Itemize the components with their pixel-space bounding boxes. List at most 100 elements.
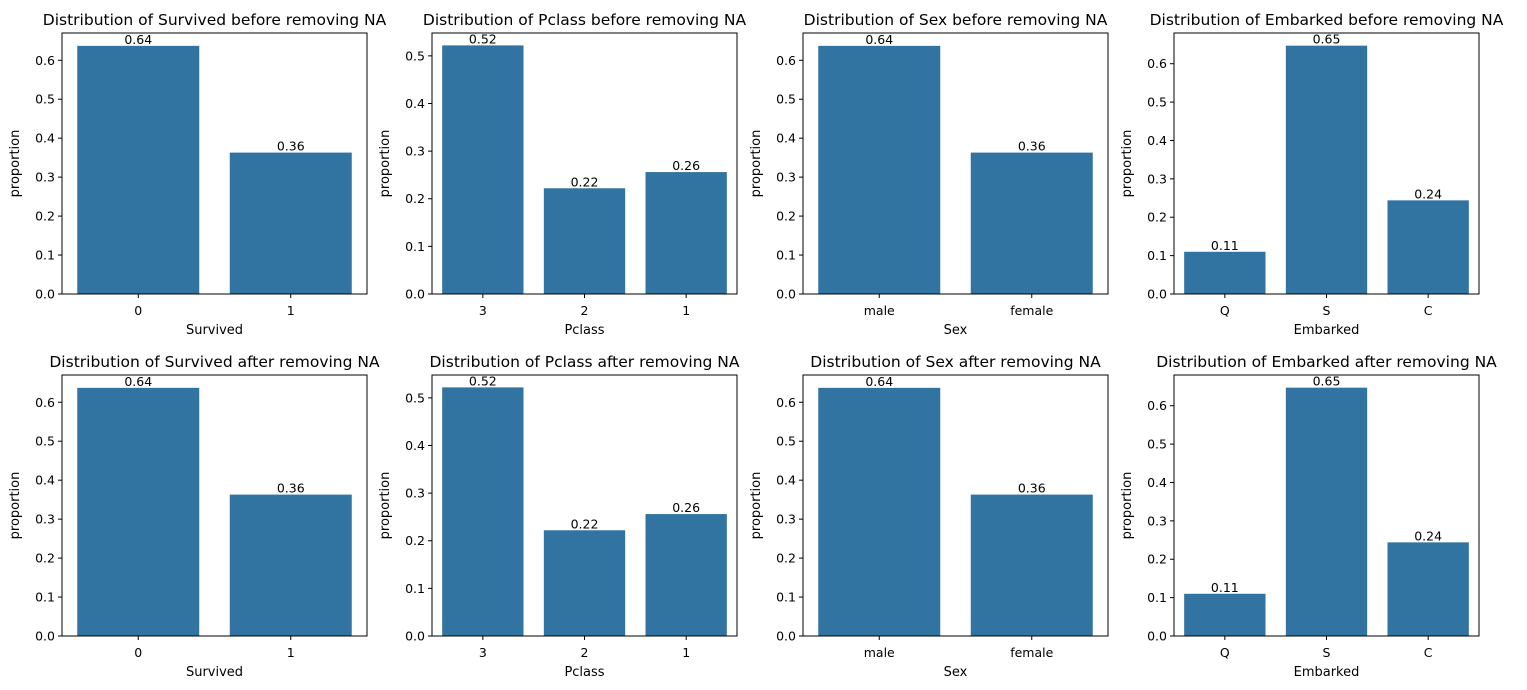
- x-tick-label: 0: [134, 303, 142, 318]
- bar-value-label: 0.36: [1018, 139, 1046, 154]
- bar-value-label: 0.64: [865, 32, 893, 47]
- bar-value-label: 0.64: [865, 374, 893, 389]
- chart-title: Distribution of Embarked before removing…: [1150, 11, 1504, 29]
- chart-title: Distribution of Pclass before removing N…: [423, 11, 747, 29]
- subplot-6: Distribution of Pclass after removing NA…: [378, 353, 740, 680]
- y-tick-label: 0.3: [776, 512, 796, 527]
- bar-value-label: 0.64: [124, 32, 152, 47]
- y-axis-label: proportion: [749, 130, 764, 198]
- subplot-1: Distribution of Survived before removing…: [8, 11, 387, 338]
- plot-frame: [802, 32, 1109, 295]
- subplot-5: Distribution of Survived after removing …: [8, 353, 380, 680]
- y-tick-label: 0.1: [35, 590, 55, 605]
- y-tick-label: 0.0: [35, 629, 55, 644]
- x-axis-label: Embarked: [1294, 665, 1360, 680]
- y-tick-label: 0.2: [35, 551, 55, 566]
- y-tick-label: 0.0: [776, 287, 796, 302]
- x-tick-label: male: [864, 645, 895, 660]
- bar-0: [77, 45, 200, 294]
- y-tick-label: 0.1: [776, 590, 796, 605]
- bar-value-label: 0.22: [571, 516, 599, 531]
- y-axis-label: proportion: [8, 472, 23, 540]
- x-axis-label: Pclass: [564, 323, 604, 338]
- plot-frame: [1173, 32, 1480, 295]
- y-tick-label: 0.6: [776, 395, 796, 410]
- y-tick-label: 0.5: [35, 92, 55, 107]
- y-tick-label: 0.0: [1147, 629, 1167, 644]
- chart-title: Distribution of Pclass after removing NA: [430, 353, 740, 371]
- y-tick-label: 0.1: [1147, 590, 1167, 605]
- y-tick-label: 0.0: [405, 287, 425, 302]
- y-tick-label: 0.3: [776, 170, 796, 185]
- plot-frame: [431, 374, 738, 637]
- y-tick-label: 0.2: [1147, 210, 1167, 225]
- x-tick-label: C: [1424, 303, 1433, 318]
- y-tick-label: 0.4: [776, 131, 796, 146]
- y-tick-label: 0.6: [1147, 398, 1167, 413]
- bar-value-label: 0.26: [672, 158, 700, 173]
- y-axis-label: proportion: [1120, 472, 1135, 540]
- x-tick-label: 3: [479, 303, 487, 318]
- y-axis-label: proportion: [749, 472, 764, 540]
- y-tick-label: 0.1: [405, 239, 425, 254]
- y-axis-label: proportion: [1120, 130, 1135, 198]
- y-tick-label: 0.1: [776, 248, 796, 263]
- y-tick-label: 0.4: [776, 473, 796, 488]
- bar-1: [645, 514, 727, 636]
- bar-value-label: 0.36: [1018, 481, 1046, 496]
- bar-S: [1285, 45, 1368, 295]
- y-tick-label: 0.3: [405, 144, 425, 159]
- bar-female: [970, 494, 1093, 636]
- subplot-3: Distribution of Sex before removing NA 0.…: [749, 11, 1109, 338]
- x-tick-label: male: [864, 303, 895, 318]
- y-tick-label: 0.0: [776, 629, 796, 644]
- y-tick-label: 0.2: [35, 209, 55, 224]
- plot-frame: [802, 374, 1109, 637]
- y-axis-label: proportion: [8, 130, 23, 198]
- bar-value-label: 0.24: [1414, 528, 1442, 543]
- bar-3: [442, 45, 524, 295]
- bar-value-label: 0.26: [672, 500, 700, 515]
- x-tick-label: 1: [682, 303, 690, 318]
- y-tick-label: 0.3: [405, 486, 425, 501]
- bar-2: [543, 188, 626, 294]
- bar-0: [77, 387, 200, 636]
- y-tick-label: 0.6: [35, 395, 55, 410]
- x-axis-label: Survived: [186, 665, 243, 680]
- x-tick-label: 2: [581, 645, 589, 660]
- y-tick-label: 0.1: [1147, 248, 1167, 263]
- bar-female: [970, 152, 1093, 294]
- y-tick-label: 0.0: [35, 287, 55, 302]
- x-axis-label: Sex: [944, 665, 968, 680]
- subplot-7: Distribution of Sex after removing NA 0.0…: [749, 353, 1109, 680]
- y-tick-label: 0.5: [1147, 95, 1167, 110]
- y-axis-label: proportion: [378, 472, 393, 540]
- plot-frame: [431, 32, 738, 295]
- x-tick-label: C: [1424, 645, 1433, 660]
- y-tick-label: 0.4: [405, 438, 425, 453]
- bar-value-label: 0.36: [277, 139, 305, 154]
- x-tick-label: 1: [682, 645, 690, 660]
- y-tick-label: 0.3: [35, 512, 55, 527]
- x-tick-label: 0: [134, 645, 142, 660]
- x-tick-label: 3: [479, 645, 487, 660]
- subplot-4: Distribution of Embarked before removing…: [1120, 11, 1504, 338]
- plot-frame: [61, 32, 368, 295]
- bar-2: [543, 530, 626, 636]
- bar-3: [442, 387, 524, 636]
- bar-Q: [1184, 593, 1266, 636]
- x-tick-label: S: [1323, 303, 1331, 318]
- chart-title: Distribution of Survived after removing …: [49, 353, 380, 371]
- bar-1: [229, 494, 352, 636]
- x-tick-label: 1: [287, 303, 295, 318]
- y-tick-label: 0.1: [405, 581, 425, 596]
- bar-value-label: 0.52: [469, 31, 497, 46]
- bar-1: [645, 172, 727, 294]
- chart-title: Distribution of Embarked after removing …: [1156, 353, 1497, 371]
- y-tick-label: 0.2: [776, 209, 796, 224]
- plot-frame: [61, 374, 368, 637]
- y-tick-label: 0.3: [1147, 171, 1167, 186]
- bar-value-label: 0.11: [1211, 238, 1239, 253]
- x-tick-label: 2: [581, 303, 589, 318]
- y-tick-label: 0.3: [35, 170, 55, 185]
